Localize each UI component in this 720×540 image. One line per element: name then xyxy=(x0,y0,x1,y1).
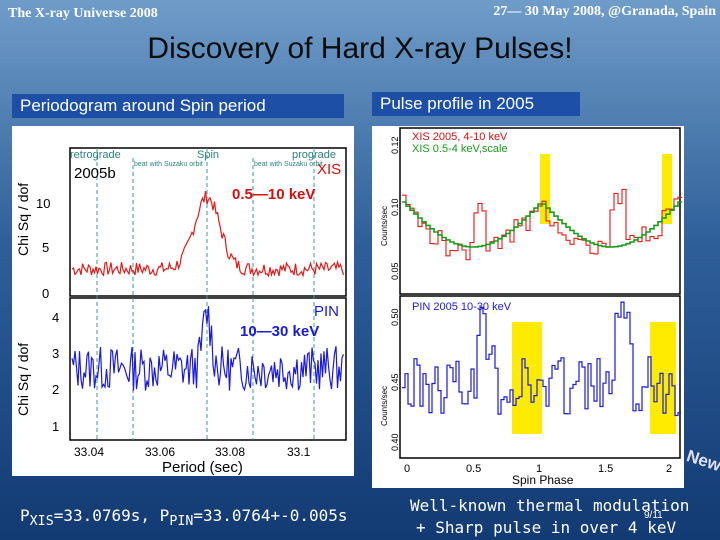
bottom-ytick-2: 2 xyxy=(52,382,59,397)
periodogram-label: Periodogram around Spin period xyxy=(12,94,344,118)
beat-left-label: beat with Suzaku orbit xyxy=(134,161,203,168)
pulse-profile-label: Pulse profile in 2005 xyxy=(372,92,580,116)
xis-label: XIS xyxy=(317,161,341,178)
bottom-ytick-3: 3 xyxy=(52,346,59,361)
retrograde-label: retrograde xyxy=(70,149,121,161)
bottom-ytick-4: 4 xyxy=(52,310,59,325)
xis-ytick-005: 0.05 xyxy=(390,262,400,280)
periodogram-svg: retrograde Spin prograde beat with Suzak… xyxy=(15,147,347,476)
xtick-3308: 33.08 xyxy=(215,445,245,459)
phase-xtick-1: 1 xyxy=(536,463,542,475)
pin-label: PIN xyxy=(314,303,339,320)
xis-profile-frame xyxy=(399,127,681,295)
pin-ytick-040: 0.40 xyxy=(390,433,400,451)
xis-legend-1: XIS 2005, 4-10 keV xyxy=(412,131,508,143)
modulation-caption-line2: + Sharp pulse in over 4 keV xyxy=(416,518,677,537)
period-caption: PXIS=33.0769s, PPIN=33.0764+-0.005s xyxy=(20,506,348,530)
periodogram-figure: retrograde Spin prograde beat with Suzak… xyxy=(12,126,354,476)
top-ytick-0: 0 xyxy=(42,286,49,301)
top-ytick-10: 10 xyxy=(36,196,50,211)
period-xlabel: Period (sec) xyxy=(162,459,243,476)
dataset-tag: 2005b xyxy=(74,165,116,182)
xis-ylabel: Counts/sec xyxy=(380,206,389,246)
pin-pulse-highlight-1 xyxy=(512,322,542,434)
spin-label: Spin xyxy=(197,149,219,161)
modulation-caption-line1: Well-known thermal modulation xyxy=(410,496,690,515)
beat-right-label: beat with Suzaku orbit xyxy=(254,161,323,168)
xtick-331: 33.1 xyxy=(287,445,311,459)
conference-name: The X-ray Universe 2008 xyxy=(8,6,158,21)
top-ylabel: Chi Sq / dof xyxy=(15,183,31,256)
xis-ytick-010: 0.10 xyxy=(390,198,400,216)
bottom-ytick-1: 1 xyxy=(52,419,59,434)
pin-profile-curve xyxy=(402,301,681,417)
xis-pulse-highlight-2 xyxy=(662,154,672,224)
xis-pulse-highlight-1 xyxy=(540,154,550,224)
xis-periodogram-curve xyxy=(71,191,345,278)
top-plot-frame xyxy=(69,147,347,297)
page-number: 9/11 xyxy=(644,510,663,521)
conference-date-location: 27— 30 May 2008, @Granada, Spain xyxy=(493,4,716,19)
bottom-plot-frame xyxy=(69,297,347,441)
pulse-profile-svg: XIS 2005, 4-10 keV XIS 0.5-4 keV,scale C… xyxy=(380,127,682,487)
new-badge: New! xyxy=(684,446,720,477)
slide-title: Discovery of Hard X-ray Pulses! xyxy=(147,32,573,65)
phase-xtick-15: 1.5 xyxy=(598,463,613,475)
phase-xtick-0: 0 xyxy=(404,463,410,475)
pulse-profile-figure: XIS 2005, 4-10 keV XIS 0.5-4 keV,scale C… xyxy=(372,126,684,488)
xis-legend-2: XIS 0.5-4 keV,scale xyxy=(412,143,508,155)
prograde-label: prograde xyxy=(292,149,336,161)
pin-profile-frame xyxy=(399,295,681,459)
pin-legend: PIN 2005 10-30 keV xyxy=(412,301,512,313)
phase-xlabel: Spin Phase xyxy=(512,473,574,487)
pin-energy-label: 10—30 keV xyxy=(240,323,319,340)
pin-ytick-045: 0.45 xyxy=(390,373,400,391)
pin-ylabel: Counts/sec xyxy=(380,386,389,426)
xtick-3304: 33.04 xyxy=(74,445,104,459)
bottom-ylabel: Chi Sq / dof xyxy=(15,343,31,416)
pin-periodogram-curve xyxy=(71,306,345,392)
xis-energy-label: 0.5—10 keV xyxy=(232,186,315,203)
top-ytick-5: 5 xyxy=(42,240,49,255)
xtick-3306: 33.06 xyxy=(145,445,175,459)
xis-ytick-012: 0.12 xyxy=(390,136,400,154)
pin-ytick-050: 0.50 xyxy=(390,308,400,326)
xis-profile-curve xyxy=(402,188,682,261)
phase-xtick-05: 0.5 xyxy=(466,463,481,475)
xis-soft-profile-curve xyxy=(402,201,682,248)
phase-xtick-2: 2 xyxy=(666,463,672,475)
